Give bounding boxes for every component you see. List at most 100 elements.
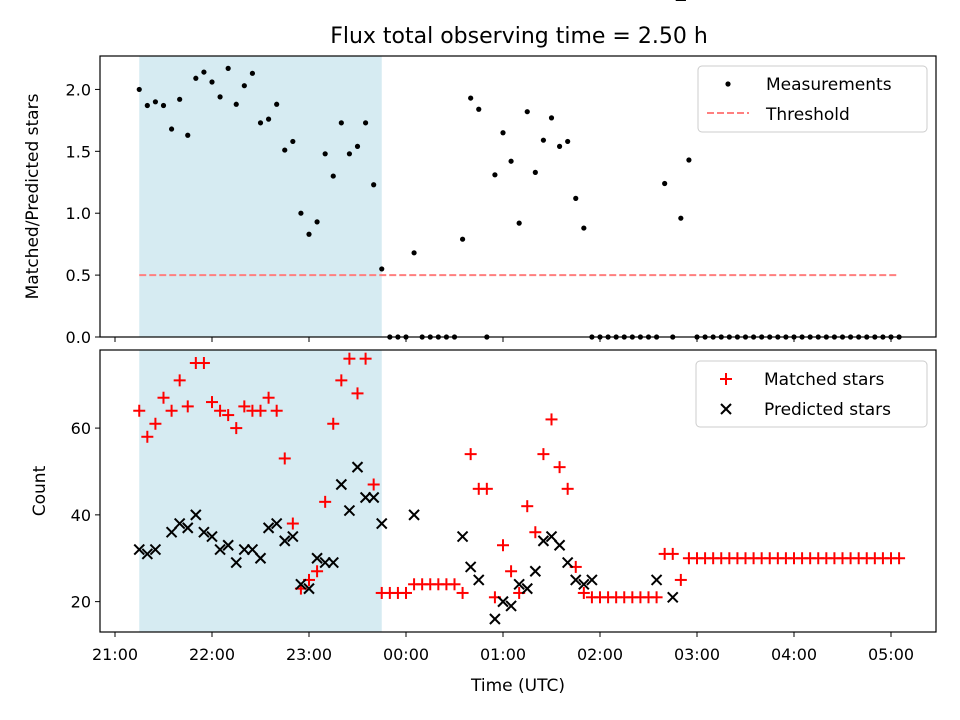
legend-matched-marker (720, 373, 732, 385)
predicted-star-point (408, 509, 420, 521)
predicted-star-point (570, 574, 582, 586)
matched-star-point (238, 400, 251, 413)
predicted-star-point (246, 543, 259, 556)
matched-star-point (505, 565, 518, 578)
matched-star-point (222, 409, 235, 422)
measurement-point (233, 101, 239, 107)
matched-star-point (335, 374, 348, 387)
measurement-point (298, 210, 304, 216)
measurement-point (274, 101, 280, 107)
xtick-label: 02:00 (577, 645, 623, 664)
x-axis-label: Time (UTC) (470, 676, 565, 696)
xtick-label: 01:00 (480, 645, 526, 664)
measurement-point (468, 95, 474, 101)
measurement-point (209, 79, 215, 85)
predicted-star-point (578, 578, 590, 590)
measurement-point (338, 120, 344, 126)
xtick-label: 05:00 (868, 645, 914, 664)
xtick-label: 22:00 (189, 645, 235, 664)
matched-star-point (311, 565, 324, 578)
measurement-point (265, 116, 272, 122)
matched-star-point (149, 417, 162, 430)
predicted-star-point (182, 522, 194, 534)
predicted-star-point (667, 591, 679, 603)
measurement-point (548, 115, 555, 121)
predicted-star-point (311, 552, 323, 564)
xtick-label: 03:00 (674, 645, 720, 664)
bottom-plot-frame (99, 349, 937, 633)
measurement-point (459, 236, 466, 242)
predicted-star-point (529, 565, 542, 577)
top-ytick-label: 2.0 (66, 80, 91, 99)
predicted-star-point (319, 556, 331, 569)
matched-star-point (270, 404, 283, 417)
matched-star-point (666, 547, 679, 560)
measurement-point (177, 96, 183, 102)
predicted-star-point (351, 461, 364, 473)
matched-star-point (286, 517, 299, 530)
bottom-panel: 20 40 60 21:00 22:00 23:00 00:00 01:00 02:00 03:… (30, 0, 937, 696)
top-y-axis-label: Matched/Predicted stars (23, 93, 43, 299)
bottom-y-axis-label: Count (30, 465, 50, 516)
measurement-point (306, 231, 312, 237)
matched-star-point (650, 591, 663, 604)
measurement-point (136, 86, 142, 93)
matched-star-point (278, 452, 291, 465)
matched-star-point (351, 387, 364, 400)
predicted-star-point (359, 491, 372, 504)
predicted-star-point (206, 530, 218, 543)
measurement-point (314, 219, 320, 225)
top-panel: 0.00.51.01.52.0 Matched/Predicted stars … (23, 55, 937, 347)
matched-star-point (448, 578, 461, 591)
predicted-star-point (367, 491, 380, 504)
matched-star-point (464, 448, 477, 461)
predicted-star-point (238, 543, 251, 556)
bottom-ytick-label: 40 (71, 506, 91, 525)
measurement-point (662, 180, 668, 187)
measurement-point (686, 157, 692, 163)
measurement-point (193, 75, 199, 81)
measurement-point (516, 220, 522, 226)
measurement-point (330, 173, 336, 179)
measurement-point (160, 102, 167, 109)
predicted-star-point (270, 517, 283, 530)
legend-predicted-label: Predicted stars (764, 400, 891, 420)
matched-star-point (206, 396, 218, 409)
matched-star-point (480, 482, 493, 495)
matched-star-point (230, 422, 243, 435)
matched-star-point (521, 500, 534, 513)
bottom-shaded-span (139, 350, 382, 632)
predicted-star-point (650, 574, 663, 586)
matched-star-point (400, 586, 412, 599)
measurement-point (152, 99, 159, 105)
predicted-star-point (141, 548, 154, 560)
measurement-point (241, 83, 247, 89)
predicted-star-point (133, 543, 145, 556)
matched-star-point (254, 404, 267, 417)
predicted-star-point (149, 543, 162, 556)
top-ytick-label: 1.0 (66, 204, 91, 223)
matched-star-point (133, 404, 146, 417)
legend-threshold-label: Threshold (765, 105, 850, 125)
measurement-point (532, 169, 538, 175)
predicted-star-point (303, 582, 315, 595)
predicted-star-point (262, 522, 275, 534)
predicted-star-point (456, 530, 469, 543)
matched-star-point (545, 413, 558, 426)
measurement-point (217, 94, 223, 100)
predicted-star-point (513, 578, 525, 590)
measurement-point (524, 109, 530, 115)
measurement-point (379, 266, 385, 272)
predicted-star-point (279, 535, 291, 547)
measurement-point (565, 138, 571, 145)
predicted-star-point (254, 552, 267, 564)
measurement-point (282, 147, 288, 153)
predicted-star-point (505, 600, 517, 612)
matched-star-point (181, 400, 194, 413)
matched-star-point (893, 552, 906, 565)
measurement-point (581, 225, 587, 231)
predicted-star-point (230, 556, 242, 569)
matched-star-point (497, 539, 509, 552)
matched-star-point (537, 448, 550, 461)
